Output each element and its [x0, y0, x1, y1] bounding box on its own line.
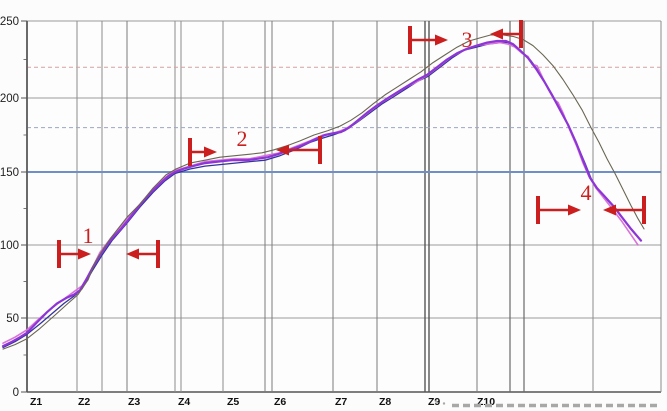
y-tick-label: 0 — [13, 387, 19, 399]
marker-arrowhead-left — [126, 248, 139, 260]
marker-arrowhead-left — [490, 28, 503, 40]
marker-2: 2 — [188, 126, 322, 166]
plot-area — [27, 21, 661, 392]
zone-label-Z4: Z4 — [178, 396, 190, 408]
marker-arrowhead-left — [276, 144, 289, 156]
zone-label-Z3: Z3 — [128, 396, 140, 408]
zone-label-Z2: Z2 — [78, 396, 90, 408]
marker-1: 1 — [57, 223, 160, 268]
zone-label-Z5: Z5 — [227, 396, 239, 408]
marker-arrowhead-right — [568, 204, 581, 216]
zone-label-Z1: Z1 — [30, 396, 42, 408]
y-tick-label: 50 — [6, 313, 19, 325]
y-tick-label: 100 — [0, 240, 19, 252]
zone-boundary-lines — [26, 21, 662, 392]
watermark-dot — [442, 402, 446, 405]
y-tick-label: 250 — [0, 16, 19, 28]
marker-label-2: 2 — [237, 126, 248, 151]
marker-label-4: 4 — [581, 180, 592, 205]
marker-label-1: 1 — [83, 223, 94, 248]
zone-label-Z7: Z7 — [335, 396, 347, 408]
marker-arrowhead-right — [204, 146, 217, 158]
marker-arrowhead-left — [603, 204, 616, 216]
temperature-curves — [1, 34, 645, 350]
marker-label-3: 3 — [462, 27, 473, 52]
zone-label-Z6: Z6 — [274, 396, 286, 408]
y-tick-label: 150 — [0, 167, 19, 179]
reference-lines — [27, 66, 661, 173]
zone-label-Z8: Z8 — [379, 396, 391, 408]
marker-4: 4 — [536, 180, 646, 224]
marker-arrowhead-right — [78, 248, 91, 260]
marker-3: 3 — [408, 20, 523, 54]
x-axis: Z1 Z2 Z3 Z4 Z5 Z6 Z7 Z8 Z9 Z10 — [30, 396, 495, 408]
curve-thermocouple-gray — [2, 34, 645, 350]
annotation-markers: 1 2 3 4 — [57, 20, 646, 268]
zone-label-Z9: Z9 — [428, 396, 440, 408]
marker-arrowhead-right — [435, 34, 448, 46]
watermark-dot — [434, 400, 438, 403]
y-tick-label: 200 — [0, 93, 19, 105]
